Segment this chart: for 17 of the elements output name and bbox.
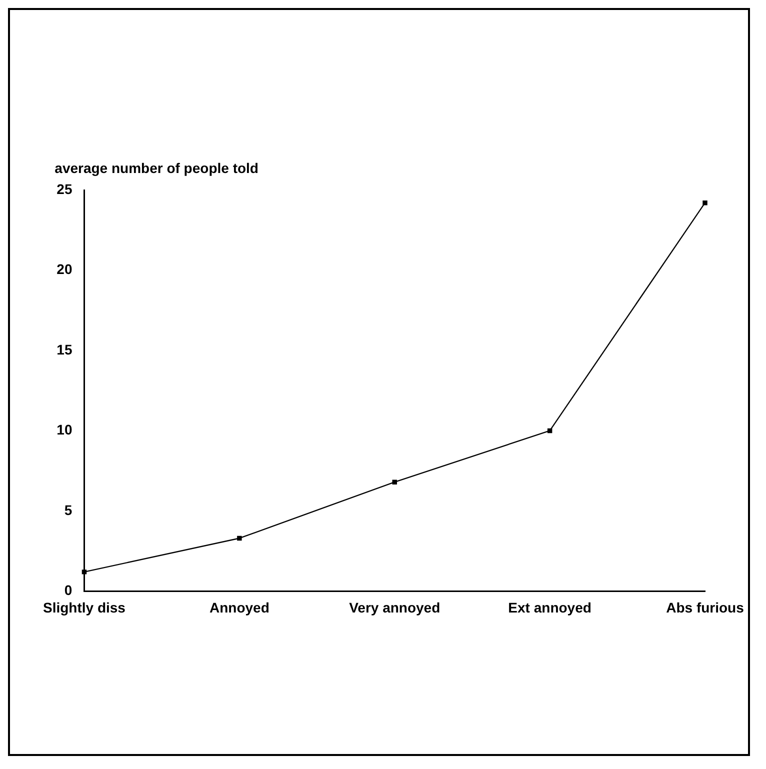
y-tick-label: 20	[56, 261, 72, 278]
point	[82, 570, 87, 574]
y-tick-label: 15	[56, 341, 72, 358]
y-tick-label: 25	[56, 180, 72, 197]
point	[392, 480, 397, 484]
x-tick-label: Slightly diss	[42, 599, 126, 616]
point	[702, 200, 708, 206]
point	[237, 536, 242, 541]
y-tick-label: 0	[64, 582, 72, 598]
y-axis-title: average number of people told	[54, 160, 258, 176]
y-tick-label: 10	[56, 422, 72, 438]
x-tick-label: Abs furious	[666, 599, 744, 616]
x-tick-label: Ext annoyed	[508, 599, 592, 616]
point	[547, 428, 552, 434]
x-tick-label: Very annoyed	[349, 599, 440, 616]
x-tick-label: Annoyed	[209, 599, 270, 616]
y-tick-label: 5	[64, 502, 72, 518]
